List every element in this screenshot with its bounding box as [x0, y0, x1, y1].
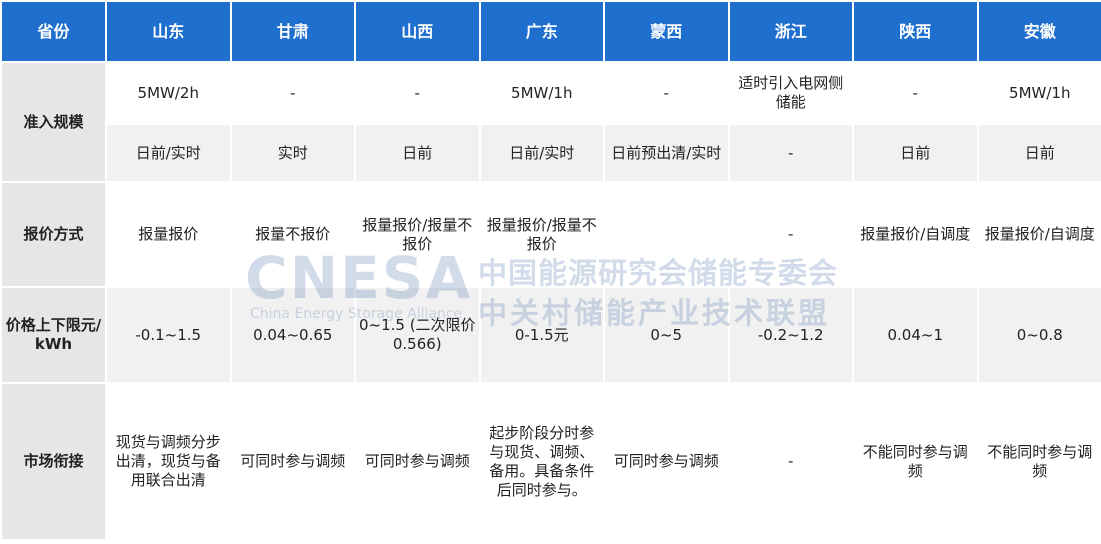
cell: 实时 — [229, 123, 356, 183]
cell: 适时引入电网侧储能 — [727, 61, 854, 125]
cell: 起步阶段分时参与现货、调频、备用。具备条件后同时参与。 — [478, 382, 605, 541]
cell: -0.1~1.5 — [105, 286, 232, 384]
header-cell: 甘肃 — [229, 0, 356, 63]
cell: 现货与调频分步出清，现货与备用联合出清 — [105, 382, 232, 541]
cell: 0~5 — [603, 286, 730, 384]
cell: 可同时参与调频 — [229, 382, 356, 541]
cell: - — [727, 181, 854, 288]
header-cell: 省份 — [0, 0, 107, 63]
cell: 报量报价 — [105, 181, 232, 288]
cell: 日前 — [354, 123, 481, 183]
row-label: 市场衔接 — [0, 382, 107, 541]
row: 报价方式 报量报价 报量不报价 报量报价/报量不报价 报量报价/报量不报价 - 报量报价/自… — [0, 181, 1101, 288]
cell: 可同时参与调频 — [603, 382, 730, 541]
cell: 报量报价/报量不报价 — [478, 181, 605, 288]
row-label: 价格上下限元/kWh — [0, 286, 107, 384]
cell: 0~0.8 — [976, 286, 1101, 384]
cell: 0.04~1 — [852, 286, 979, 384]
header-cell: 山东 — [105, 0, 232, 63]
cell: - — [727, 382, 854, 541]
cell: 不能同时参与调频 — [852, 382, 979, 541]
cell: 不能同时参与调频 — [976, 382, 1101, 541]
header-cell: 陕西 — [852, 0, 979, 63]
cell — [603, 181, 730, 288]
cell: 日前预出清/实时 — [603, 123, 730, 183]
cell: - — [354, 61, 481, 125]
cell: - — [852, 61, 979, 125]
cell: 日前/实时 — [105, 123, 232, 183]
cell: 日前/实时 — [478, 123, 605, 183]
cell: - — [727, 123, 854, 183]
cell: 日前 — [852, 123, 979, 183]
cell: 日前 — [976, 123, 1101, 183]
cell: 5MW/2h — [105, 61, 232, 125]
row-label: 准入规模 — [0, 61, 107, 183]
cell: 可同时参与调频 — [354, 382, 481, 541]
header-row: 省份 山东 甘肃 山西 广东 蒙西 浙江 陕西 安徽 — [0, 0, 1101, 63]
cell: 0~1.5 (二次限价0.566) — [354, 286, 481, 384]
cell: 5MW/1h — [478, 61, 605, 125]
cell: 报量报价/自调度 — [852, 181, 979, 288]
row: 日前/实时 实时 日前 日前/实时 日前预出清/实时 - 日前 日前 — [1, 123, 1101, 183]
cell: 5MW/1h — [976, 61, 1101, 125]
header-cell: 浙江 — [727, 0, 854, 63]
row-label: 报价方式 — [0, 181, 107, 288]
cell: - — [229, 61, 356, 125]
header-cell: 山西 — [354, 0, 481, 63]
cell: 报量不报价 — [229, 181, 356, 288]
row: 价格上下限元/kWh -0.1~1.5 0.04~0.65 0~1.5 (二次限价0.… — [0, 286, 1101, 384]
cell: 报量报价/自调度 — [976, 181, 1101, 288]
header-cell: 广东 — [478, 0, 605, 63]
cell: 报量报价/报量不报价 — [354, 181, 481, 288]
cell: -0.2~1.2 — [727, 286, 854, 384]
cell: - — [603, 61, 730, 125]
header-cell: 安徽 — [976, 0, 1101, 63]
cell: 0.04~0.65 — [229, 286, 356, 384]
cell: 0-1.5元 — [478, 286, 605, 384]
header-cell: 蒙西 — [603, 0, 730, 63]
row: 准入规模 5MW/2h - -5MW/1h - 适时引入电网侧储能 -5MW/1h — [0, 61, 1101, 183]
row: 市场衔接 现货与调频分步出清，现货与备用联合出清 可同时参与调频 可同时参与调频 起步阶… — [0, 382, 1101, 541]
